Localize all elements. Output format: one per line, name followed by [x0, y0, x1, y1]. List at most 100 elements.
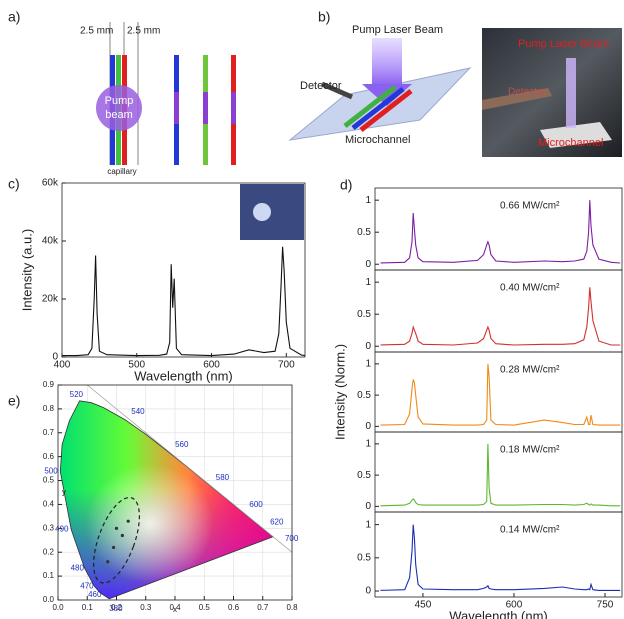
power-label: 0.14 MW/cm²	[500, 525, 560, 536]
y-tick-label: 1	[365, 277, 371, 288]
x-axis-label: Wavelength (nm)	[449, 608, 548, 619]
photo-channel-label: Microchannel	[538, 137, 603, 149]
power-label: 0.40 MW/cm²	[500, 283, 560, 294]
x-tick-label: 700	[278, 360, 295, 371]
x-tick-label: 0.2	[111, 603, 123, 612]
y-axis-label: y	[62, 488, 66, 497]
y-tick-label: 0	[365, 341, 371, 352]
x-tick-label: 750	[597, 600, 614, 611]
x-axis-label: Wavelength (nm)	[134, 368, 233, 383]
locus-label: 470	[80, 581, 94, 590]
plot-frame	[374, 511, 623, 598]
x-tick-label: 0.1	[82, 603, 94, 612]
panel-label: d)	[340, 177, 352, 193]
y-tick-label: 1	[365, 195, 371, 206]
y-tick-label: 0.3	[43, 523, 55, 532]
chromaticity-point	[111, 545, 116, 550]
region-ellipse	[93, 496, 140, 584]
y-tick-label: 0.5	[357, 390, 371, 401]
chromaticity-point	[106, 560, 110, 564]
y-tick-label: 0.4	[43, 500, 55, 509]
spacing-label: 2.5 mm	[127, 26, 160, 37]
locus-label: 560	[175, 440, 189, 449]
y-tick-label: 20k	[42, 294, 59, 305]
y-tick-label: 0.8	[43, 404, 55, 413]
y-tick-label: 0.7	[43, 428, 55, 437]
spectrum-line	[380, 200, 621, 264]
y-tick-label: 1	[365, 359, 371, 370]
y-tick-label: 0	[52, 352, 58, 363]
power-label: 0.66 MW/cm²	[500, 201, 560, 212]
power-label: 0.18 MW/cm²	[500, 445, 560, 456]
detector-label: Detector	[300, 80, 342, 92]
y-tick-label: 0.1	[43, 571, 55, 580]
locus-label: 520	[70, 390, 84, 399]
x-tick-label: 600	[506, 600, 523, 611]
y-axis-label: Intensity (Norm.)	[332, 344, 347, 440]
diagram-a	[96, 22, 236, 165]
locus-label: 540	[131, 407, 145, 416]
panel-label: e)	[8, 393, 20, 409]
pump-label: Pump Laser Beam	[352, 24, 443, 36]
diagram-b	[288, 28, 622, 157]
chromaticity-point	[120, 533, 124, 538]
y-tick-label: 0	[365, 586, 371, 597]
y-tick-label: 0.0	[43, 595, 55, 604]
inset-photo	[240, 184, 304, 240]
x-tick-label: 400	[54, 360, 71, 371]
inset-glow	[253, 203, 271, 221]
y-tick-label: 1	[365, 439, 371, 450]
cie-locus	[60, 400, 273, 599]
spacing-label: 2.5 mm	[80, 26, 113, 37]
x-tick-label: 0.7	[257, 603, 269, 612]
y-tick-label: 0.6	[43, 452, 55, 461]
panel-label: a)	[8, 9, 20, 25]
x-tick-label: 600	[203, 360, 220, 371]
spectrum-line	[62, 246, 306, 357]
y-axis-label: Intensity (a.u.)	[19, 229, 34, 311]
y-tick-label: 0.5	[43, 476, 55, 485]
y-tick-label: 0.9	[43, 380, 55, 389]
x-tick-label: 0.0	[52, 603, 64, 612]
x-tick-label: 450	[415, 600, 432, 611]
beam-label: beam	[105, 109, 133, 121]
capillary-label: capillary	[107, 167, 136, 176]
y-tick-label: 0.5	[357, 227, 371, 238]
y-tick-label: 0.5	[357, 309, 371, 320]
plot-frame	[61, 182, 306, 358]
photo-detector-label: Detector	[508, 87, 546, 98]
locus-label: 500	[44, 467, 58, 476]
plots: 0 20k 40k 60k 400 500 600 700 Wavelength (nm) Int…	[19, 178, 623, 619]
chromaticity-point	[114, 526, 119, 530]
locus-label: 620	[270, 518, 284, 527]
x-axis-label: x	[173, 605, 177, 614]
y-tick-label: 0.5	[357, 470, 371, 481]
locus-label: 480	[71, 563, 85, 572]
x-tick-label: 0.8	[286, 603, 298, 612]
y-tick-label: 0	[365, 501, 371, 512]
spectrum-line	[380, 443, 621, 507]
power-label: 0.28 MW/cm²	[500, 365, 560, 376]
x-tick-label: 500	[128, 360, 145, 371]
y-tick-label: 1	[365, 519, 371, 530]
y-tick-label: 40k	[42, 236, 59, 247]
panel-label: c)	[8, 176, 20, 192]
locus-label: 380	[109, 604, 123, 613]
y-tick-label: 0.5	[357, 552, 371, 563]
y-tick-label: 0	[365, 421, 371, 432]
beam-label: Pump	[105, 95, 134, 107]
y-tick-label: 0.2	[43, 547, 55, 556]
y-tick-label: 60k	[42, 178, 59, 189]
locus-label: 460	[88, 590, 102, 599]
photo-pump-label: Pump Laser Beam	[518, 38, 609, 50]
spectrum-line	[380, 524, 621, 591]
x-tick-label: 0.3	[140, 603, 152, 612]
spectrum-line	[380, 363, 621, 426]
locus-label: 580	[216, 473, 230, 482]
locus-label: 600	[249, 500, 263, 509]
locus-label: 490	[55, 525, 69, 534]
x-tick-label: 0.4	[169, 603, 181, 612]
x-tick-label: 0.5	[199, 603, 211, 612]
spectrum-line	[380, 287, 621, 346]
